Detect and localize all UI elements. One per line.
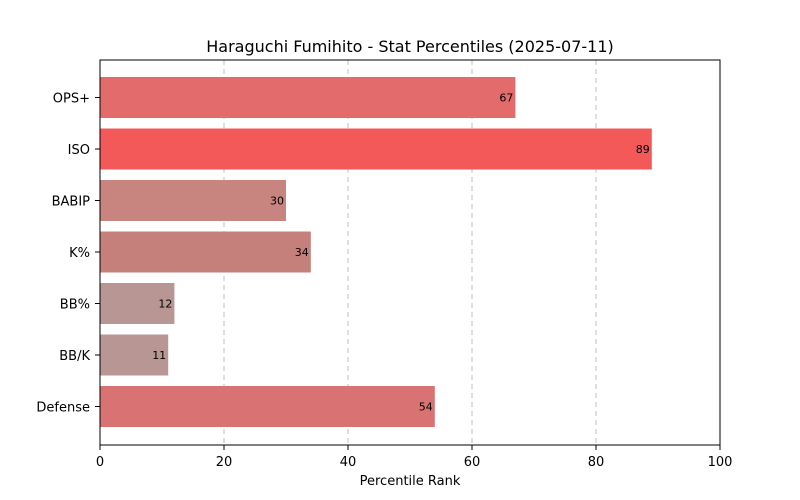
bar-bb-k: [100, 334, 169, 376]
bar-value-label: 54: [419, 401, 433, 414]
y-tick-label: BABIP: [52, 195, 91, 210]
data-labels: 67 89 30 34 12 11 54: [152, 92, 650, 414]
bar-value-label: 34: [295, 246, 309, 259]
y-tick-label: ISO: [68, 143, 90, 158]
y-tick-label: BB/K: [59, 349, 90, 364]
x-tick-label: 60: [464, 455, 481, 470]
x-axis-ticks: 0 20 40 60 80 100: [96, 445, 733, 470]
bar-value-label: 89: [636, 143, 650, 156]
bar-babip: [100, 180, 286, 221]
x-tick-label: 100: [708, 455, 733, 470]
bars: [100, 77, 652, 427]
bar-value-label: 11: [152, 349, 166, 362]
bar-value-label: 67: [499, 92, 513, 105]
x-tick-label: 0: [96, 455, 104, 470]
chart-title: Haraguchi Fumihito - Stat Percentiles (2…: [206, 37, 614, 56]
x-tick-label: 20: [216, 455, 233, 470]
bar-bb: [100, 283, 175, 324]
x-axis-label: Percentile Rank: [360, 474, 461, 489]
y-tick-label: BB%: [60, 298, 90, 313]
y-tick-label: K%: [69, 246, 90, 261]
bar-k: [100, 231, 311, 273]
bar-iso: [100, 128, 652, 170]
x-tick-label: 40: [340, 455, 357, 470]
bar-value-label: 12: [158, 298, 172, 311]
bar-value-label: 30: [270, 195, 284, 208]
y-tick-label: OPS+: [53, 92, 90, 107]
x-tick-label: 80: [588, 455, 605, 470]
bar-ops: [100, 77, 516, 118]
y-axis-ticks: OPS+ ISO BABIP K% BB% BB/K Defense: [36, 92, 100, 416]
bar-defense: [100, 386, 435, 427]
y-tick-label: Defense: [36, 401, 90, 416]
